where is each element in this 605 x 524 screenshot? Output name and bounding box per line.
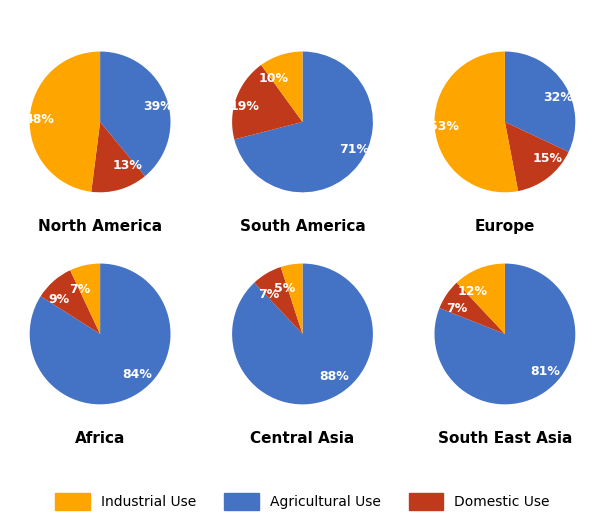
Wedge shape: [457, 264, 505, 334]
Text: 9%: 9%: [49, 293, 70, 306]
Legend: Industrial Use, Agricultural Use, Domestic Use: Industrial Use, Agricultural Use, Domest…: [48, 486, 557, 517]
Wedge shape: [439, 282, 505, 334]
Text: 48%: 48%: [25, 113, 54, 126]
Wedge shape: [100, 51, 171, 176]
Wedge shape: [254, 267, 302, 334]
Title: North America: North America: [38, 219, 162, 234]
Wedge shape: [434, 264, 575, 405]
Text: 13%: 13%: [113, 159, 143, 172]
Text: 32%: 32%: [543, 91, 574, 104]
Title: South East Asia: South East Asia: [437, 431, 572, 446]
Wedge shape: [505, 122, 569, 191]
Wedge shape: [281, 264, 302, 334]
Title: Africa: Africa: [75, 431, 125, 446]
Text: 7%: 7%: [69, 283, 90, 296]
Wedge shape: [41, 270, 100, 334]
Wedge shape: [434, 51, 518, 192]
Text: 88%: 88%: [319, 370, 349, 383]
Wedge shape: [70, 264, 100, 334]
Wedge shape: [232, 264, 373, 405]
Title: South America: South America: [240, 219, 365, 234]
Wedge shape: [30, 51, 100, 192]
Title: Europe: Europe: [475, 219, 535, 234]
Text: 5%: 5%: [274, 282, 295, 295]
Wedge shape: [91, 122, 145, 192]
Wedge shape: [505, 51, 575, 152]
Wedge shape: [30, 264, 171, 405]
Text: 19%: 19%: [229, 100, 260, 113]
Text: 53%: 53%: [430, 119, 459, 133]
Text: 12%: 12%: [458, 285, 488, 298]
Text: 7%: 7%: [446, 302, 467, 315]
Wedge shape: [232, 65, 302, 139]
Wedge shape: [261, 51, 302, 122]
Text: 84%: 84%: [122, 367, 152, 380]
Text: 81%: 81%: [531, 365, 560, 378]
Text: 10%: 10%: [258, 72, 289, 85]
Title: Central Asia: Central Asia: [250, 431, 355, 446]
Text: 15%: 15%: [533, 151, 563, 165]
Text: 7%: 7%: [258, 288, 279, 301]
Wedge shape: [234, 51, 373, 192]
Text: 39%: 39%: [143, 100, 173, 113]
Text: 71%: 71%: [339, 144, 368, 157]
